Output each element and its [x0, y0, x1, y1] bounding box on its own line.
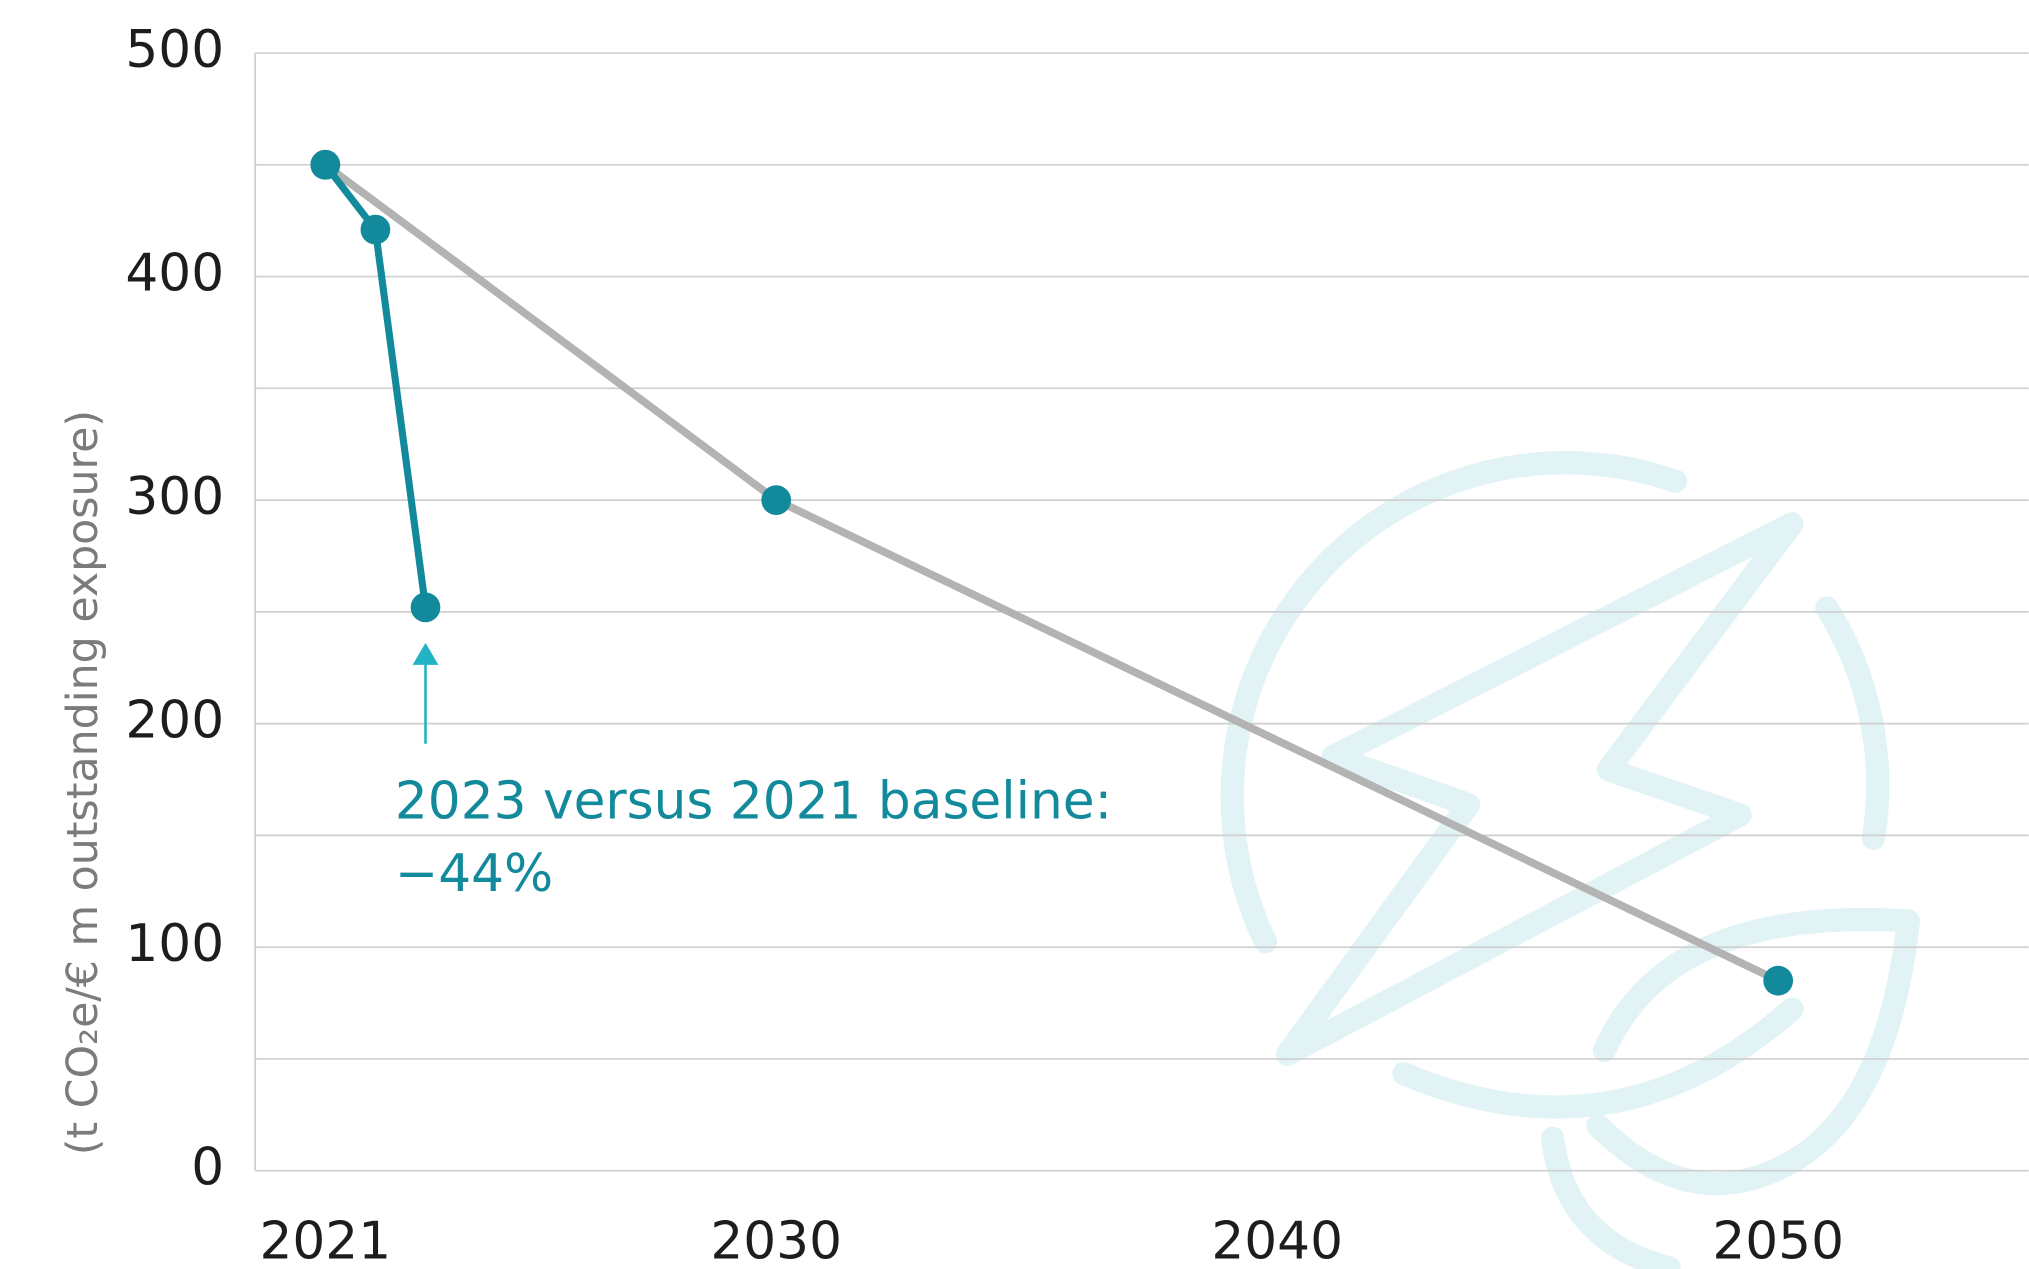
y-tick-label: 400 [125, 244, 224, 304]
x-tick-label: 2030 [710, 1211, 842, 1269]
y-tick-label: 100 [125, 914, 224, 974]
data-point [360, 214, 391, 245]
y-tick-label: 300 [125, 467, 224, 527]
annotation-arrowhead [412, 642, 439, 665]
y-axis-label: (t CO₂e/€ m outstanding exposure) [58, 410, 108, 1155]
x-tick-label: 2040 [1211, 1211, 1343, 1269]
background-icon [1220, 451, 1921, 1269]
annotation-text: −44% [395, 844, 553, 904]
icon-stem [1540, 1126, 1681, 1269]
icon-arc [1392, 997, 1804, 1119]
data-point [1763, 965, 1794, 996]
y-tick-label: 0 [191, 1138, 224, 1198]
icon-leaf [1586, 907, 1921, 1196]
icon-arc [1220, 451, 1688, 954]
annotation-text: 2023 versus 2021 baseline: [395, 772, 1112, 832]
x-tick-label: 2050 [1712, 1211, 1844, 1269]
data-point [761, 485, 792, 515]
data-point [410, 592, 441, 623]
data-point [310, 149, 341, 180]
icon-arc [1815, 596, 1890, 850]
y-tick-label: 500 [125, 20, 224, 80]
icon-bolt [1275, 512, 1804, 1066]
y-tick-label: 200 [125, 691, 224, 751]
x-tick-label: 2021 [259, 1211, 391, 1269]
